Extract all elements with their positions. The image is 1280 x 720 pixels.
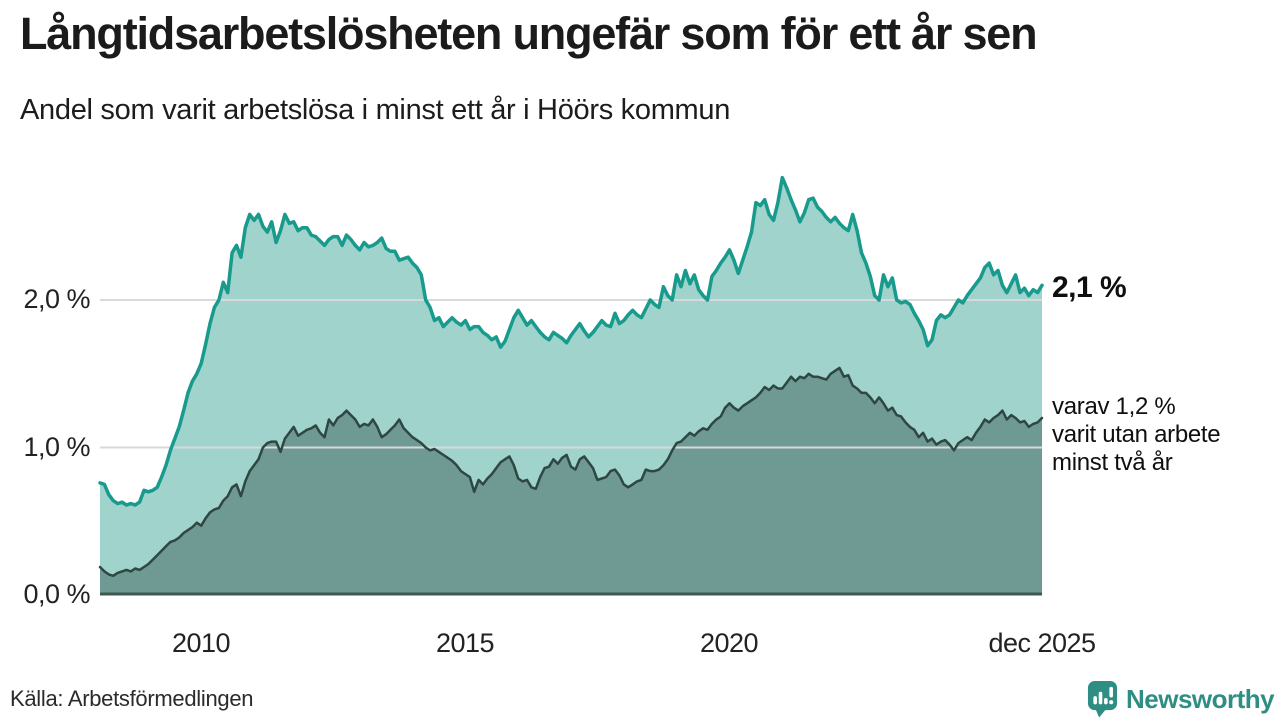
secondary-series-label-line3: minst två år bbox=[1052, 449, 1173, 476]
secondary-series-label-line2: varit utan arbete bbox=[1052, 421, 1221, 448]
y-tick-label-1,0: 1,0 % bbox=[23, 431, 90, 462]
secondary-series-label: varav 1,2 % varit utan arbete minst två … bbox=[1052, 393, 1221, 477]
y-tick-label-0,0: 0,0 % bbox=[23, 579, 90, 609]
newsworthy-wordmark: Newsworthy bbox=[1126, 683, 1275, 714]
latest-value-label: 2,1 % bbox=[1052, 271, 1127, 304]
x-tick-label-2020: 2020 bbox=[699, 628, 759, 658]
y-tick-label-2,0: 2,0 % bbox=[23, 284, 90, 314]
secondary-series-label-line1: varav 1,2 % bbox=[1052, 393, 1176, 420]
x-tick-label-dec-2025: dec 2025 bbox=[988, 628, 1096, 658]
page-title: Långtidsarbetslösheten ungefär som för e… bbox=[20, 8, 1038, 59]
unemployed_at_least_two_years-area bbox=[100, 367, 1042, 595]
unemployed_at_least_two_years-line bbox=[98, 366, 1044, 578]
x-tick-label-2015: 2015 bbox=[435, 628, 495, 658]
page-subtitle: Andel som varit arbetslösa i minst ett å… bbox=[20, 94, 731, 126]
unemployed_at_least_one_year-line bbox=[98, 175, 1044, 507]
source-note: Källa: Arbetsförmedlingen bbox=[10, 686, 254, 711]
x-tick-label-2010: 2010 bbox=[171, 628, 231, 658]
newsworthy-bubble-chart-icon bbox=[1087, 681, 1118, 718]
newsworthy-logo: Newsworthy bbox=[1086, 680, 1275, 718]
